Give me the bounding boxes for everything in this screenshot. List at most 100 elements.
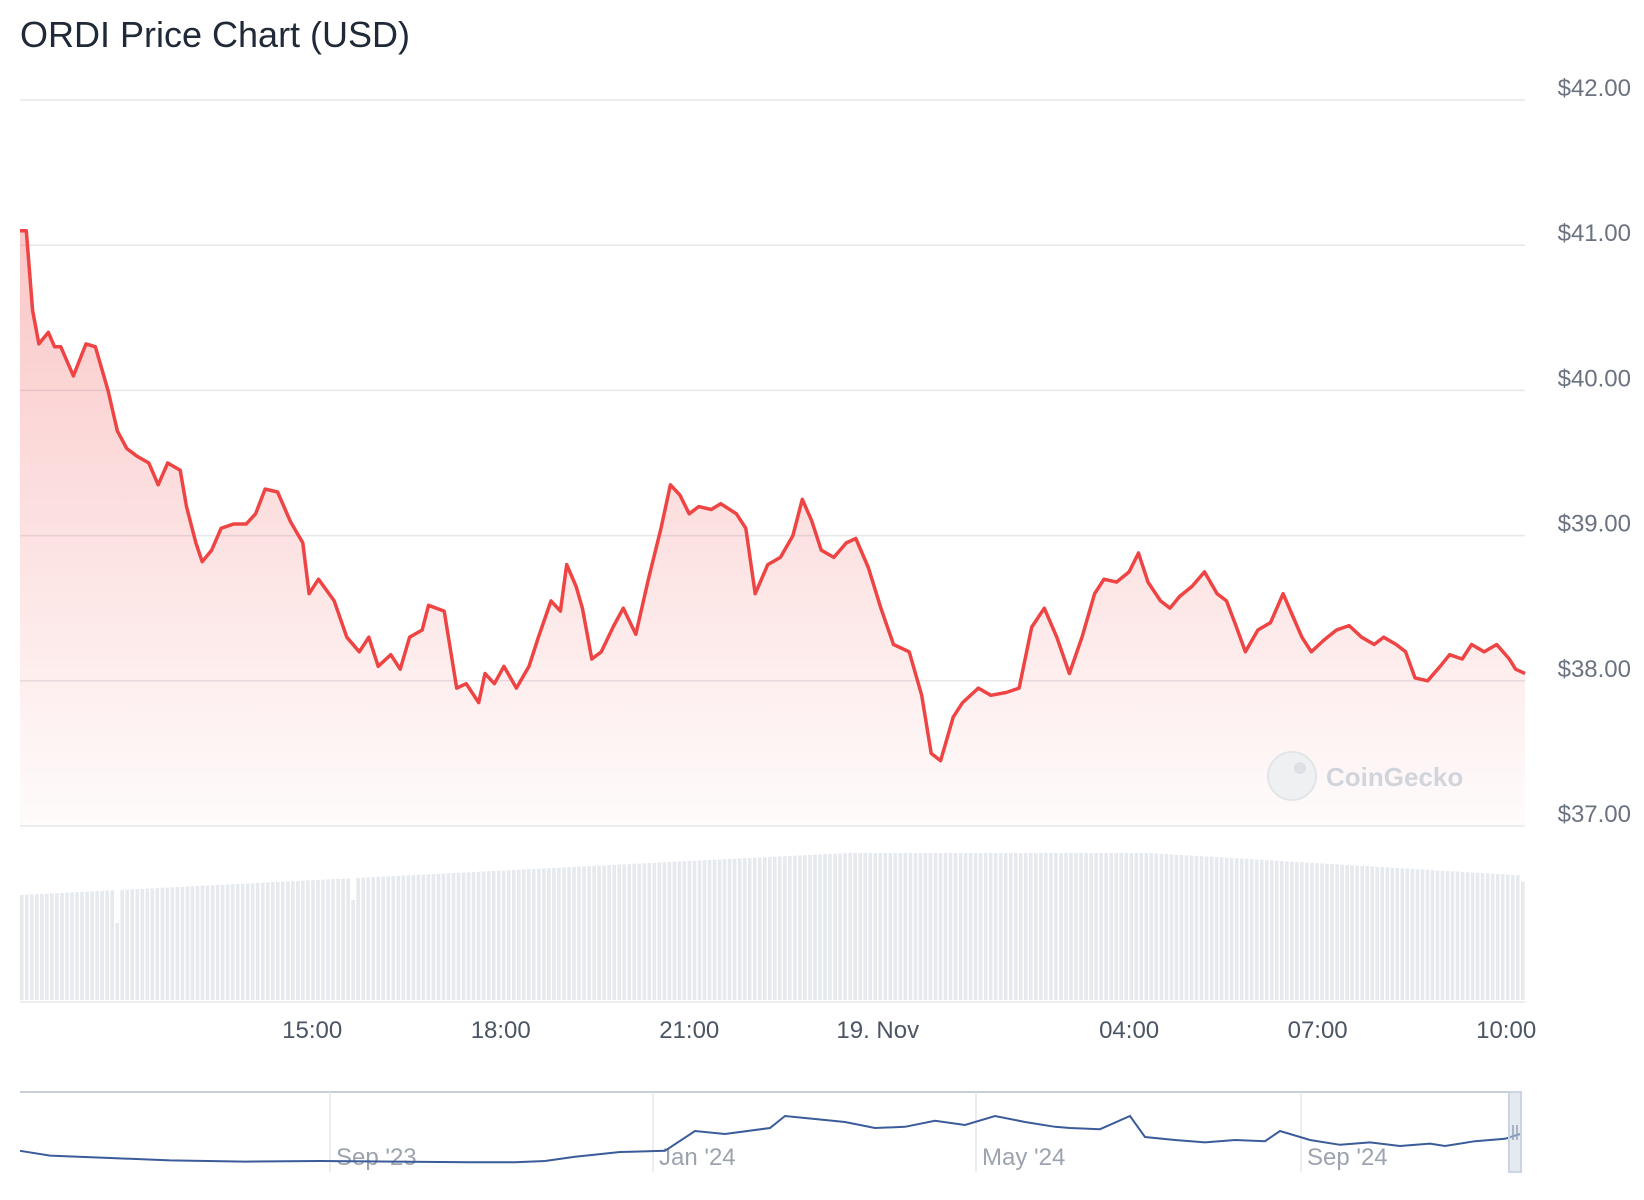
volume-bar [732,858,737,1000]
volume-bar [1089,853,1093,1000]
volume-bar [1184,855,1189,1000]
volume-bar [1516,875,1520,1000]
x-tick-label: 10:00 [1476,1017,1536,1044]
volume-bar [983,853,988,1000]
volume-bar [140,888,145,1000]
price-line[interactable] [20,228,1526,763]
volume-bar [1019,853,1023,1000]
volume-bar [456,872,461,1000]
volume-bar [1034,853,1038,1000]
volume-bar [245,883,250,1000]
volume-bar [1375,866,1379,1000]
volume-bar [105,890,109,1000]
volume-bar [436,873,441,1000]
volume-bar [1285,861,1289,1000]
volume-bar [70,892,74,1000]
volume-bar [592,865,596,1000]
volume-bar [742,858,747,1000]
coingecko-logo-icon [1267,751,1317,801]
volume-bar [1114,853,1118,1000]
volume-bar [451,873,456,1000]
volume-bar [80,891,84,1000]
volume-bar [833,853,837,1000]
volume-bar [617,864,621,1000]
volume-bar [1099,853,1103,1000]
volume-bar [1490,873,1495,1000]
volume-bar [1260,859,1264,1000]
volume-bar [180,886,185,1000]
watermark: CoinGecko [1267,751,1463,801]
y-tick-label: $42.00 [1558,75,1631,102]
volume-bar [130,889,134,1000]
volume-bar [747,858,752,1000]
volume-bar [1229,858,1234,1000]
volume-bar [25,894,29,1000]
volume-bar [185,886,190,1000]
volume-bar [135,889,140,1000]
volume-bar [160,887,165,1000]
volume-bars [20,853,1525,1000]
volume-bar [1209,856,1214,1000]
volume-bar [441,873,446,1000]
volume-bar [296,881,300,1000]
volume-bar [1410,868,1415,1000]
volume-bar [466,872,471,1000]
volume-bar [40,894,44,1000]
volume-bar [1199,856,1204,1000]
volume-bar [1295,862,1299,1000]
volume-bar [843,853,847,1000]
volume-bar [627,864,631,1000]
volume-bar [883,853,888,1000]
volume-bar [567,867,571,1000]
volume-bar [943,853,948,1000]
volume-bar [361,877,365,1000]
volume-bar [1003,853,1008,1000]
volume-bar [1169,854,1174,1000]
volume-bar [271,882,275,1000]
volume-bar [1094,853,1098,1000]
volume-bar [1470,872,1475,1000]
volume-bar [973,853,978,1000]
volume-bar [200,885,205,1000]
volume-bar [115,923,119,1000]
volume-bar [873,853,877,1000]
volume-bar [612,864,616,1000]
volume-bar [878,853,882,1000]
volume-bar [722,859,727,1000]
volume-bar [1380,867,1384,1000]
volume-bar [1044,853,1048,1000]
volume-bar [1079,853,1083,1000]
volume-bar [918,853,923,1000]
volume-bar [20,895,24,1000]
volume-bar [908,853,913,1000]
volume-bar [281,881,285,1000]
volume-bar [517,869,521,1000]
volume-bar [928,853,933,1000]
volume-bar [1430,870,1435,1000]
volume-bar [1395,868,1400,1000]
navigator[interactable]: Sep '23 Jan '24 May '24 Sep '24 [19,1091,1522,1173]
volume-bar [712,859,717,1000]
volume-bar [798,855,802,1000]
volume-bar [793,855,797,1000]
volume-bar [863,853,867,1000]
volume-bar [286,881,290,1000]
volume-bar [803,855,807,1000]
volume-bar [853,853,857,1000]
volume-bar [481,871,486,1000]
x-tick-label: 04:00 [1099,1017,1159,1044]
volume-bar [697,860,702,1000]
volume-bar [1505,874,1510,1000]
navigator-handle-icon[interactable] [1508,1091,1522,1173]
volume-bar [1189,855,1194,1000]
volume-bar [1460,871,1465,1000]
volume-bar [1164,854,1169,1000]
volume-bar [1450,871,1455,1000]
volume-bar [1239,858,1244,1000]
volume-bar [532,868,536,1000]
volume-bar [1074,853,1078,1000]
volume-bar [1234,858,1239,1000]
volume-bar [215,885,220,1000]
volume-bar [572,866,576,1000]
